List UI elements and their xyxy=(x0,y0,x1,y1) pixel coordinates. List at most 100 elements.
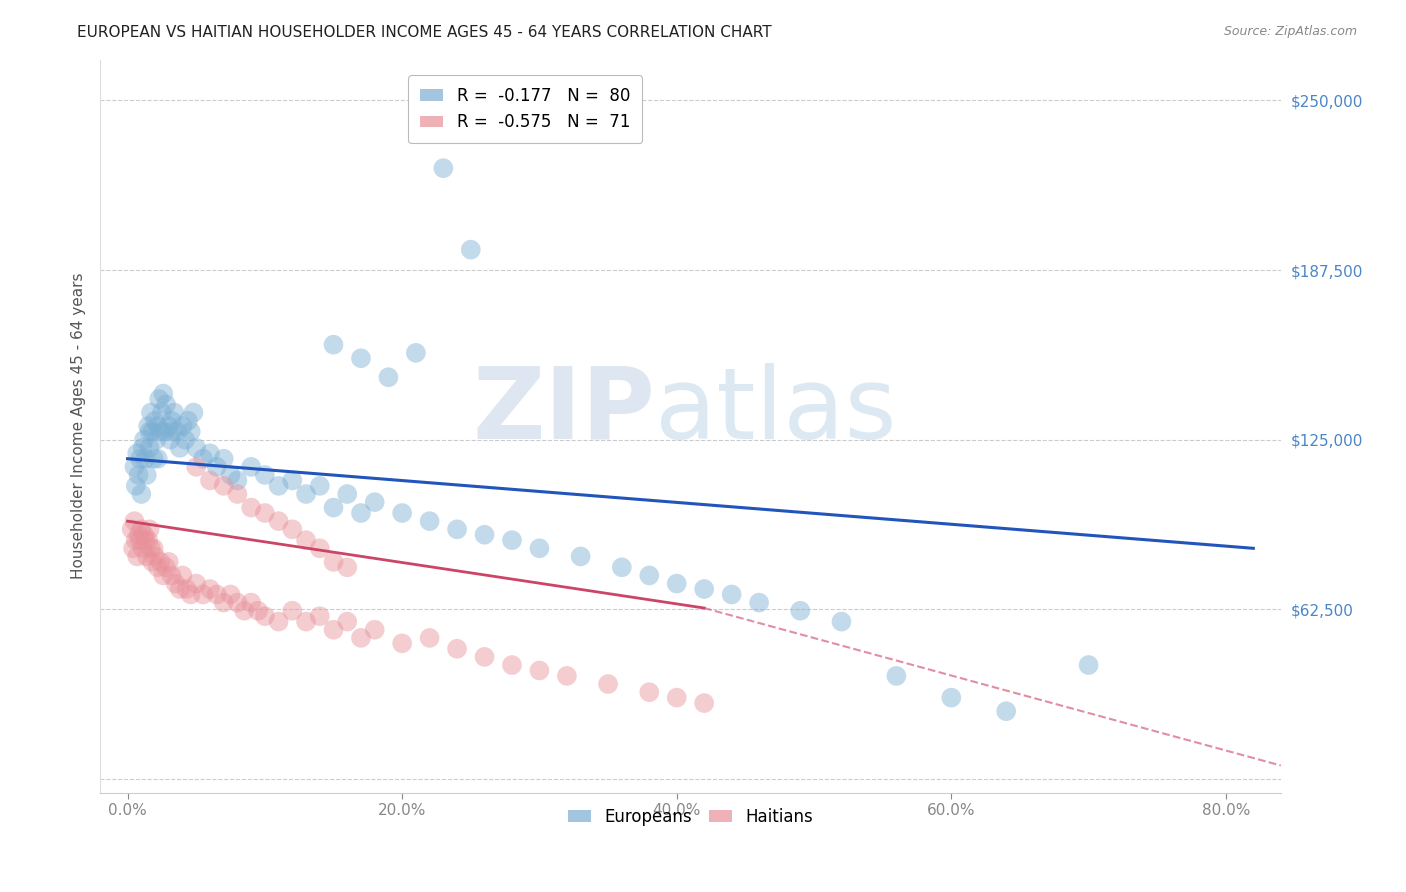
Point xyxy=(308,609,330,624)
Point xyxy=(474,649,496,664)
Point xyxy=(134,533,156,548)
Point xyxy=(322,555,344,569)
Point xyxy=(281,522,304,536)
Point xyxy=(152,568,174,582)
Point xyxy=(322,500,344,515)
Point xyxy=(141,555,163,569)
Point xyxy=(322,337,344,351)
Point xyxy=(501,533,523,548)
Point xyxy=(446,522,468,536)
Point xyxy=(124,514,146,528)
Point xyxy=(155,560,177,574)
Point xyxy=(212,596,235,610)
Point xyxy=(638,685,661,699)
Point xyxy=(139,406,162,420)
Point xyxy=(240,596,263,610)
Point xyxy=(267,514,290,528)
Point xyxy=(446,641,468,656)
Point xyxy=(172,568,194,582)
Point xyxy=(226,474,249,488)
Point xyxy=(205,587,228,601)
Point xyxy=(596,677,619,691)
Point xyxy=(295,533,318,548)
Point xyxy=(142,541,165,556)
Point xyxy=(148,392,170,406)
Text: Source: ZipAtlas.com: Source: ZipAtlas.com xyxy=(1223,25,1357,38)
Point xyxy=(198,582,221,596)
Point xyxy=(155,397,177,411)
Point xyxy=(153,425,176,439)
Point xyxy=(191,587,214,601)
Point xyxy=(281,604,304,618)
Point xyxy=(146,419,169,434)
Point xyxy=(159,433,181,447)
Point xyxy=(129,533,152,548)
Point xyxy=(176,582,198,596)
Point xyxy=(308,541,330,556)
Point xyxy=(995,704,1018,718)
Point xyxy=(169,441,191,455)
Point xyxy=(143,549,166,564)
Point xyxy=(124,459,146,474)
Point xyxy=(267,615,290,629)
Point xyxy=(212,451,235,466)
Point xyxy=(128,527,150,541)
Point xyxy=(160,414,183,428)
Point xyxy=(186,576,208,591)
Point xyxy=(135,549,157,564)
Point xyxy=(233,604,256,618)
Point xyxy=(132,433,155,447)
Point xyxy=(391,506,413,520)
Point xyxy=(138,441,160,455)
Point xyxy=(146,560,169,574)
Point xyxy=(240,500,263,515)
Point xyxy=(247,604,270,618)
Point xyxy=(122,541,145,556)
Point xyxy=(198,474,221,488)
Point xyxy=(162,425,184,439)
Point xyxy=(127,446,149,460)
Point xyxy=(555,669,578,683)
Point xyxy=(226,487,249,501)
Point xyxy=(174,433,197,447)
Point xyxy=(253,506,276,520)
Text: EUROPEAN VS HAITIAN HOUSEHOLDER INCOME AGES 45 - 64 YEARS CORRELATION CHART: EUROPEAN VS HAITIAN HOUSEHOLDER INCOME A… xyxy=(77,25,772,40)
Point xyxy=(139,541,162,556)
Point xyxy=(405,346,427,360)
Point xyxy=(121,522,143,536)
Text: ZIP: ZIP xyxy=(472,363,655,460)
Point xyxy=(149,555,172,569)
Point xyxy=(336,615,359,629)
Point xyxy=(141,425,163,439)
Point xyxy=(127,549,149,564)
Point xyxy=(226,596,249,610)
Point xyxy=(191,451,214,466)
Text: atlas: atlas xyxy=(655,363,897,460)
Point xyxy=(295,487,318,501)
Point xyxy=(267,479,290,493)
Point xyxy=(186,441,208,455)
Point xyxy=(253,609,276,624)
Point xyxy=(205,459,228,474)
Point xyxy=(240,459,263,474)
Point xyxy=(138,425,160,439)
Point xyxy=(134,451,156,466)
Point xyxy=(157,555,180,569)
Point xyxy=(219,468,242,483)
Point xyxy=(322,623,344,637)
Point xyxy=(180,587,202,601)
Point xyxy=(665,576,688,591)
Point xyxy=(131,522,153,536)
Point xyxy=(169,582,191,596)
Point xyxy=(157,419,180,434)
Point xyxy=(364,495,387,509)
Point xyxy=(281,474,304,488)
Point xyxy=(131,541,153,556)
Point xyxy=(350,631,373,645)
Point xyxy=(886,669,908,683)
Point xyxy=(166,425,188,439)
Point xyxy=(131,441,153,455)
Point xyxy=(364,623,387,637)
Point xyxy=(186,459,208,474)
Point xyxy=(131,487,153,501)
